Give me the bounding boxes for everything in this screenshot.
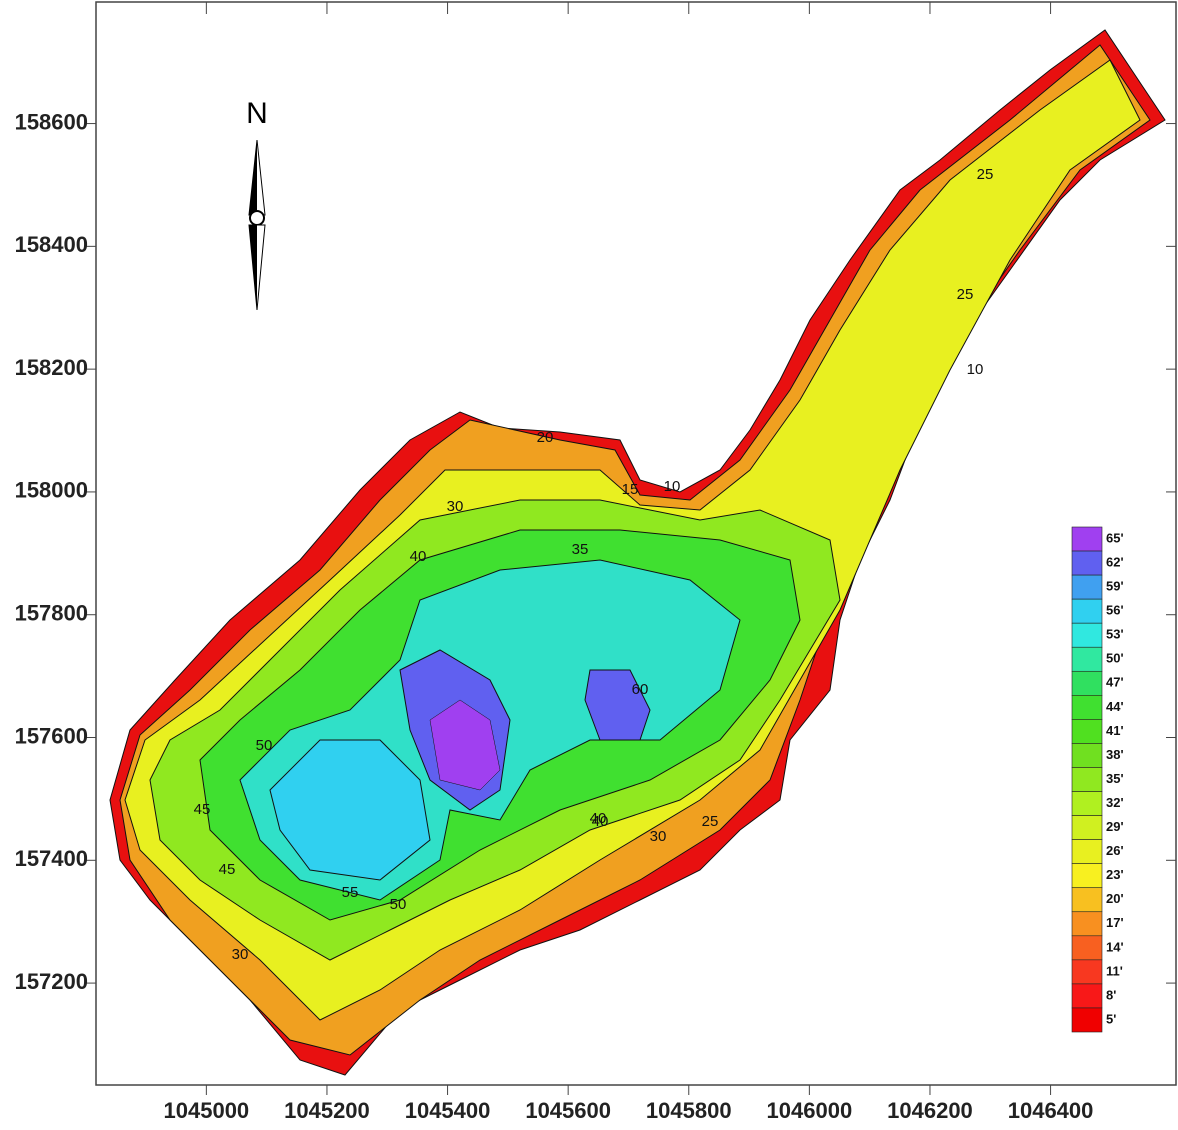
colorbar-cell	[1072, 575, 1102, 599]
colorbar-label: 32'	[1106, 795, 1124, 810]
colorbar-cell	[1072, 912, 1102, 936]
colorbar-label: 65'	[1106, 530, 1124, 545]
y-tick-label: 158200	[15, 355, 88, 380]
x-tick-label: 1045600	[525, 1098, 611, 1123]
contour-label: 15	[622, 481, 639, 498]
contour-label: 45	[219, 861, 236, 878]
contour-label: 30	[447, 498, 464, 515]
contour-label: 40	[592, 813, 609, 830]
colorbar-cell	[1072, 792, 1102, 816]
colorbar-label: 11'	[1106, 963, 1123, 978]
contour-label: 60	[632, 681, 649, 698]
colorbar-label: 17'	[1106, 915, 1124, 930]
colorbar-cell	[1072, 840, 1102, 864]
colorbar-label: 47'	[1106, 675, 1124, 690]
colorbar-cell	[1072, 527, 1102, 551]
y-tick-label: 157600	[15, 723, 88, 748]
contour-label: 30	[650, 828, 667, 845]
x-tick-label: 1045800	[646, 1098, 732, 1123]
colorbar-label: 56'	[1106, 603, 1124, 618]
colorbar-label: 23'	[1106, 867, 1124, 882]
contour-label: 55	[342, 884, 359, 901]
colorbar-cell	[1072, 864, 1102, 888]
colorbar-cell	[1072, 960, 1102, 984]
x-tick-label: 1045200	[284, 1098, 370, 1123]
contour-label: 35	[572, 541, 589, 558]
colorbar-cell	[1072, 599, 1102, 623]
colorbar-label: 8'	[1106, 987, 1116, 1002]
contour-label: 25	[977, 166, 994, 183]
y-tick-label: 157800	[15, 601, 88, 626]
colorbar-label: 41'	[1106, 723, 1124, 738]
colorbar-label: 20'	[1106, 891, 1124, 906]
y-tick-label: 158400	[15, 232, 88, 257]
contour-label: 20	[537, 429, 554, 446]
colorbar-label: 26'	[1106, 843, 1124, 858]
colorbar-label: 53'	[1106, 627, 1124, 642]
colorbar-cell	[1072, 936, 1102, 960]
arrow-center	[250, 211, 264, 225]
colorbar-label: 29'	[1106, 819, 1124, 834]
x-tick-label: 1045400	[405, 1098, 491, 1123]
x-tick-label: 1045000	[164, 1098, 250, 1123]
colorbar-label: 14'	[1106, 939, 1124, 954]
y-tick-label: 158600	[15, 109, 88, 134]
colorbar-label: 44'	[1106, 699, 1124, 714]
colorbar-cell	[1072, 1008, 1102, 1032]
y-tick-label: 158000	[15, 478, 88, 503]
contour-label: 10	[664, 478, 681, 495]
colorbar-label: 35'	[1106, 771, 1124, 786]
colorbar-cell	[1072, 816, 1102, 840]
colorbar-cell	[1072, 647, 1102, 671]
x-tick-label: 1046000	[767, 1098, 853, 1123]
contour-label: 50	[256, 737, 273, 754]
colorbar-cell	[1072, 984, 1102, 1008]
x-tick-label: 1046200	[887, 1098, 973, 1123]
colorbar-label: 59'	[1106, 579, 1124, 594]
colorbar-cell	[1072, 888, 1102, 912]
contour-label: 45	[194, 801, 211, 818]
colorbar-cell	[1072, 551, 1102, 575]
colorbar-cell	[1072, 671, 1102, 695]
colorbar-label: 38'	[1106, 747, 1124, 762]
contour-label: 10	[967, 361, 984, 378]
contour-label: 25	[702, 813, 719, 830]
colorbar-label: 62'	[1106, 555, 1124, 570]
contour-label: 25	[957, 286, 974, 303]
colorbar-cell	[1072, 695, 1102, 719]
colorbar-cell	[1072, 719, 1102, 743]
colorbar-cell	[1072, 623, 1102, 647]
colorbar-cell	[1072, 743, 1102, 767]
colorbar-cell	[1072, 767, 1102, 791]
y-tick-label: 157400	[15, 846, 88, 871]
x-tick-label: 1046400	[1008, 1098, 1094, 1123]
contour-label: 30	[232, 946, 249, 963]
contour-label: 50	[390, 896, 407, 913]
y-tick-label: 157200	[15, 969, 88, 994]
colorbar-label: 50'	[1106, 651, 1124, 666]
colorbar-label: 5'	[1106, 1011, 1116, 1026]
map: N 10450001045200104540010456001045800104…	[0, 0, 1178, 1130]
contour-label: 40	[410, 548, 427, 565]
north-label: N	[246, 97, 268, 130]
